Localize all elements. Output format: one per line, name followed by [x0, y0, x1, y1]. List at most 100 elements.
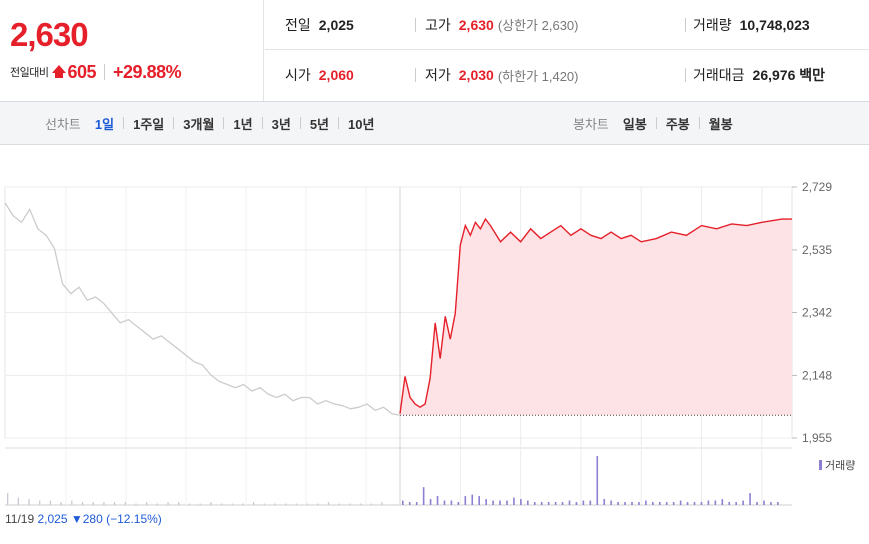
- volume-bar: [402, 500, 404, 505]
- volume-bar: [645, 500, 647, 505]
- volume-bar: [617, 502, 619, 505]
- price-series-line: [399, 217, 792, 414]
- volume-bar: [693, 502, 696, 505]
- prev-volume-bar: [306, 503, 308, 505]
- volume-bar: [415, 502, 418, 505]
- tab-3y[interactable]: 3년: [271, 116, 291, 132]
- volume-bar: [624, 502, 626, 505]
- tab-1y[interactable]: 1년: [233, 116, 253, 132]
- volume-bar: [610, 500, 612, 505]
- volume-bar: [464, 496, 467, 505]
- change-label: 전일대비: [10, 67, 49, 79]
- trade-amount-cell: 거래대금 26,976 백만: [693, 65, 825, 85]
- low-cell: 저가 2,030 (하한가 1,420): [425, 65, 579, 85]
- prev-volume-bar: [17, 497, 19, 505]
- prev-volume-bar: [381, 502, 383, 505]
- prev-volume-bar: [113, 502, 116, 505]
- volume-cell: 거래량 10,748,023: [693, 15, 810, 35]
- volume-bar: [471, 494, 474, 505]
- volume-bar: [638, 502, 640, 505]
- prev-close-cell: 전일 2,025: [285, 15, 354, 35]
- y-tick-label: 1,955: [802, 431, 832, 445]
- volume-bar: [561, 502, 564, 505]
- divider: [299, 117, 301, 129]
- volume-bar: [631, 502, 633, 505]
- chart-tabs-bar: 선차트 1일 1주일 3개월 1년 3년 5년 10년 봉차트 일봉 주봉 월봉: [0, 101, 869, 145]
- prev-volume-bar: [231, 503, 233, 505]
- y-tick-label: 2,729: [802, 180, 832, 194]
- volume-bar: [429, 499, 432, 505]
- prev-volume-bar: [135, 503, 137, 505]
- volume-bar: [554, 502, 557, 505]
- volume-bar: [665, 502, 668, 505]
- prev-volume-bar: [199, 503, 201, 505]
- volume-bar: [443, 500, 446, 505]
- divider: [415, 17, 416, 32]
- volume-legend-label: 거래량: [825, 459, 855, 472]
- quote-info-row-2: 시가 2,060 저가 2,030 (하한가 1,420) 거래대금 26,97…: [265, 50, 869, 100]
- line-chart-tabs: 선차트 1일 1주일 3개월 1년 3년 5년 10년: [45, 102, 374, 144]
- price-chart[interactable]: 2,7292,5352,3422,1481,95511/2210:0011:00…: [0, 150, 869, 510]
- volume-bar: [575, 502, 578, 505]
- divider: [415, 68, 416, 82]
- prev-volume-bar: [370, 503, 372, 505]
- price-panel: 2,630 전일대비 605 +29.88%: [0, 0, 264, 101]
- low-value: 2,030: [458, 67, 494, 83]
- divider: [685, 68, 686, 82]
- prev-volume-bar: [295, 503, 298, 505]
- prev-volume-bar: [71, 500, 73, 505]
- tab-1d[interactable]: 1일: [94, 116, 115, 132]
- divider: [698, 117, 700, 129]
- tab-3m[interactable]: 3개월: [183, 116, 215, 132]
- divider: [338, 117, 340, 129]
- prev-volume-bar: [274, 503, 276, 505]
- prev-volume-bar: [327, 502, 330, 505]
- volume-bar: [422, 487, 425, 505]
- volume-bar: [499, 500, 501, 505]
- tab-weekly[interactable]: 주봉: [665, 116, 690, 132]
- trade-amount-value: 26,976 백만: [752, 67, 826, 83]
- volume-value: 10,748,023: [739, 16, 810, 33]
- open-label: 시가: [285, 67, 311, 83]
- prev-volume-bar: [7, 493, 9, 505]
- volume-bar: [506, 500, 508, 505]
- tab-monthly[interactable]: 월봉: [708, 116, 733, 132]
- tab-1w[interactable]: 1주일: [133, 116, 165, 132]
- open-value: 2,060: [318, 67, 354, 83]
- quote-info-row-1: 전일 2,025 고가 2,630 (상한가 2,630) 거래량 10,748…: [265, 0, 869, 50]
- line-chart-title: 선차트: [45, 116, 81, 132]
- volume-bar: [603, 499, 606, 505]
- prev-volume-bar: [92, 502, 94, 505]
- volume-bar: [686, 502, 689, 505]
- prev-volume-bar: [242, 503, 244, 505]
- high-cell: 고가 2,630 (상한가 2,630): [425, 15, 579, 35]
- divider: [123, 117, 125, 129]
- tab-10y[interactable]: 10년: [348, 116, 375, 132]
- volume-bar: [596, 456, 599, 505]
- volume-bar: [756, 502, 758, 505]
- prev-volume-bar: [359, 503, 362, 505]
- prev-volume-bar: [349, 503, 351, 505]
- volume-bar: [763, 500, 765, 505]
- prev-volume-bar: [178, 502, 180, 505]
- prev-volume-bar: [338, 503, 340, 505]
- tab-daily[interactable]: 일봉: [622, 116, 647, 132]
- high-label: 고가: [425, 16, 451, 33]
- volume-bar: [658, 502, 661, 505]
- prev-volume-bar: [28, 499, 30, 505]
- divider: [685, 17, 686, 32]
- tab-5y[interactable]: 5년: [309, 116, 330, 132]
- change-row: 전일대비 605 +29.88%: [10, 61, 182, 82]
- prev-volume-bar: [167, 502, 169, 505]
- change-value: 605: [67, 61, 97, 82]
- prev-volume-bar: [146, 502, 148, 505]
- volume-bar: [450, 500, 453, 505]
- y-tick-label: 2,148: [802, 368, 832, 382]
- prev-volume-bar: [317, 503, 319, 505]
- prev-volume-bar: [156, 503, 159, 505]
- volume-bar: [714, 500, 717, 505]
- high-value: 2,630: [458, 16, 494, 33]
- volume-bar: [728, 502, 731, 505]
- prev-day-close: 2,025: [37, 512, 68, 526]
- prev-volume-bar: [252, 502, 255, 505]
